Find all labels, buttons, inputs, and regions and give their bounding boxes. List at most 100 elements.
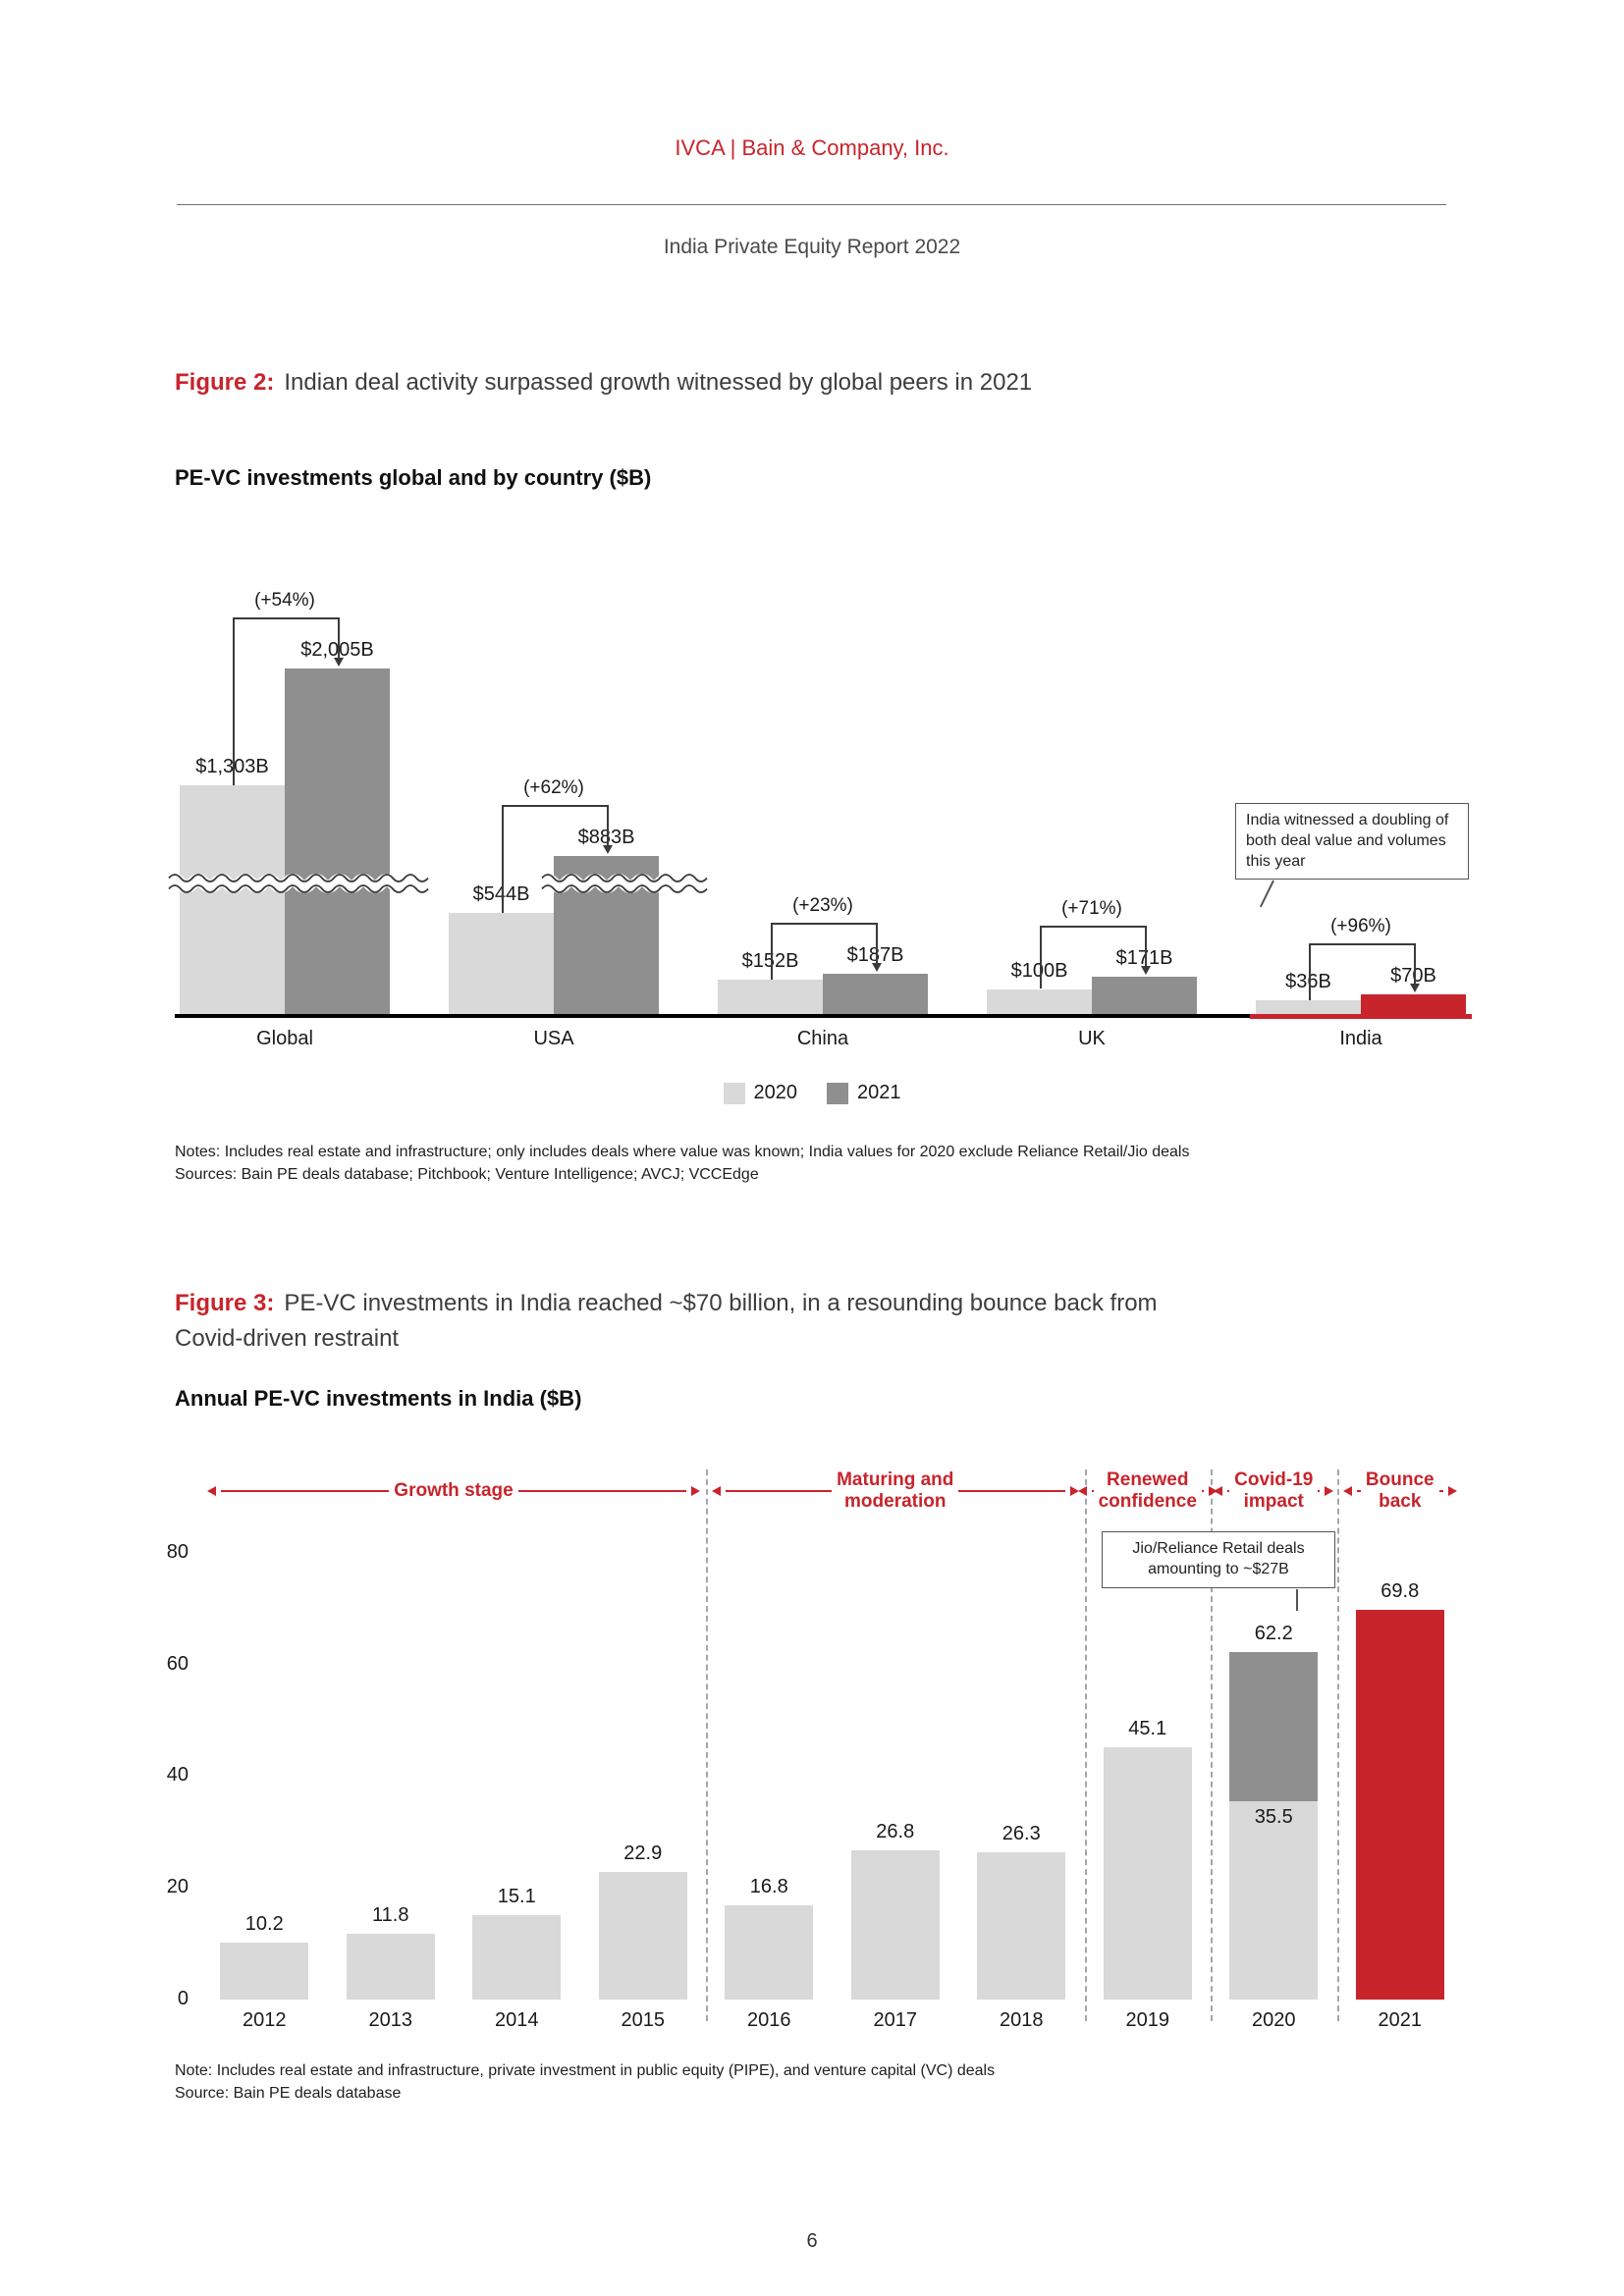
legend-label-2020: 2020 xyxy=(753,1082,798,1103)
page-number: 6 xyxy=(806,2230,818,2252)
bar-2021 xyxy=(1355,1609,1444,2000)
bar-value-label: 10.2 xyxy=(244,1912,284,1935)
figure3-callout: Jio/Reliance Retail deals amounting to ~… xyxy=(1102,1531,1335,1588)
bar-value-label: 26.3 xyxy=(1001,1823,1041,1845)
arrow-right-icon xyxy=(1448,1486,1457,1496)
figure2-notes-line2: Sources: Bain PE deals database; Pitchbo… xyxy=(175,1166,759,1184)
bracket-arrowhead-down-icon xyxy=(871,963,882,973)
brand-header: IVCA | Bain & Company, Inc. xyxy=(675,135,949,160)
bar-2016 xyxy=(725,1905,814,2000)
phase-arrow-line xyxy=(1438,1490,1443,1492)
figure2-callout: India witnessed a doubling of both deal … xyxy=(1235,803,1469,881)
figure2-subtitle: PE-VC investments global and by country … xyxy=(175,465,652,490)
phase-arrow-line xyxy=(1318,1490,1321,1492)
bar-2018 xyxy=(977,1852,1066,2000)
phase-2016: Maturing and moderation xyxy=(712,1468,1079,1515)
x-axis-line xyxy=(175,1014,1463,1018)
bar-china-2020 xyxy=(718,980,823,1014)
phase-label: Bounce back xyxy=(1365,1469,1435,1512)
bracket-arrowhead-down-icon xyxy=(602,844,613,854)
bar-2017 xyxy=(850,1849,940,2000)
phase-arrow-line xyxy=(517,1490,686,1492)
figure3-label: Figure 3: xyxy=(175,1290,275,1316)
bar-2020-jio-segment xyxy=(1229,1652,1319,1801)
phase-arrow-line xyxy=(221,1490,390,1492)
bar-2019 xyxy=(1103,1747,1192,2000)
bar-china-2021 xyxy=(823,974,928,1014)
phase-2019: Renewed confidence xyxy=(1077,1468,1218,1515)
bar-india-2021 xyxy=(1361,993,1466,1014)
x-axis-label-2020: 2020 xyxy=(1252,2009,1296,2031)
arrow-left-icon xyxy=(207,1486,216,1496)
bracket-arrow-stem xyxy=(1144,926,1147,967)
bracket-line-vertical xyxy=(232,617,235,786)
y-tick-label-60: 60 xyxy=(166,1652,189,1675)
growth-percent-label: (+54%) xyxy=(254,590,315,612)
bar-2014 xyxy=(472,1915,562,2000)
arrow-right-icon xyxy=(1069,1486,1079,1496)
arrow-left-icon xyxy=(712,1486,721,1496)
bar-uk-2020 xyxy=(987,988,1092,1014)
bar-india-2020 xyxy=(1256,999,1361,1014)
y-tick-label-80: 80 xyxy=(166,1540,189,1563)
stacked-base-value-label: 35.5 xyxy=(1254,1806,1293,1828)
figure2-legend: 2020 2021 xyxy=(0,1082,1624,1104)
y-tick-label-0: 0 xyxy=(177,1988,189,2009)
bar-value-label: 26.8 xyxy=(876,1820,915,1842)
category-label-global: Global xyxy=(256,1028,313,1049)
growth-percent-label: (+23%) xyxy=(792,895,853,917)
growth-percent-label: (+62%) xyxy=(523,776,584,798)
axis-break-squiggle-icon xyxy=(164,874,433,893)
growth-percent-label: (+71%) xyxy=(1061,898,1122,920)
x-axis-label-2019: 2019 xyxy=(1125,2009,1170,2031)
arrow-left-icon xyxy=(1077,1486,1087,1496)
figure3-notes: Note: Includes real estate and infrastru… xyxy=(175,2059,995,2105)
bracket-line-horizontal xyxy=(770,923,878,926)
category-label-usa: USA xyxy=(533,1028,574,1049)
figure3-title-line2: Covid-driven restraint xyxy=(175,1325,400,1352)
figure3-notes-line2: Source: Bain PE deals database xyxy=(175,2085,402,2103)
phase-2020: Covid-19 impact xyxy=(1214,1468,1334,1515)
x-axis-highlight-india xyxy=(1250,1014,1472,1019)
x-axis-label-2017: 2017 xyxy=(873,2009,918,2031)
phase-label: Growth stage xyxy=(394,1480,514,1502)
phase-label: Renewed confidence xyxy=(1098,1469,1197,1512)
bar-uk-2021 xyxy=(1092,977,1197,1014)
y-tick-label-20: 20 xyxy=(166,1876,189,1898)
phase-divider-dashed xyxy=(1211,1469,1213,2021)
figure3-subtitle: Annual PE-VC investments in India ($B) xyxy=(175,1386,582,1411)
axis-break-squiggle-icon xyxy=(537,874,712,893)
phase-divider-dashed xyxy=(1084,1469,1087,2021)
bar-2013 xyxy=(346,1933,435,2000)
phase-2012: Growth stage xyxy=(207,1468,700,1515)
x-axis-label-2014: 2014 xyxy=(495,2009,539,2031)
growth-percent-label: (+96%) xyxy=(1330,915,1391,936)
phase-arrow-line xyxy=(1091,1490,1094,1492)
bracket-line-horizontal xyxy=(1308,942,1416,945)
bar-2020-base xyxy=(1229,1801,1319,2000)
legend-item-2020: 2020 xyxy=(723,1082,798,1104)
bar-value-label: $2,005B xyxy=(264,639,411,665)
figure2-caption: Figure 2: Indian deal activity surpassed … xyxy=(175,365,1490,400)
category-label-india: India xyxy=(1339,1028,1382,1049)
figure2-title: Indian deal activity surpassed growth wi… xyxy=(284,369,1033,396)
arrow-left-icon xyxy=(1342,1486,1352,1496)
bracket-line-vertical xyxy=(1039,926,1042,989)
figure3-chart: 0 20 40 60 80 Growth stage Maturing and modera… xyxy=(137,1468,1483,2042)
bracket-line-vertical xyxy=(1308,942,1311,1000)
category-label-uk: UK xyxy=(1078,1028,1106,1049)
figure3-caption: Figure 3: PE-VC investments in India reac… xyxy=(175,1286,1490,1357)
bar-value-label: 15.1 xyxy=(497,1886,536,1908)
bar-value-label: 45.1 xyxy=(1128,1718,1167,1740)
header-divider xyxy=(177,204,1446,205)
bar-value-label: 16.8 xyxy=(749,1876,788,1898)
bar-value-label: 22.9 xyxy=(623,1842,663,1864)
x-axis-label-2021: 2021 xyxy=(1378,2009,1423,2031)
phase-arrow-line xyxy=(958,1490,1065,1492)
figure2-chart: $1,303B$2,005BGlobal(+54%)$544B$883BUSA(… xyxy=(164,550,1472,1060)
x-axis-label-2012: 2012 xyxy=(243,2009,287,2031)
bracket-arrow-stem xyxy=(1413,942,1416,984)
bracket-arrow-stem xyxy=(606,804,609,845)
bracket-arrow-stem xyxy=(875,923,878,964)
